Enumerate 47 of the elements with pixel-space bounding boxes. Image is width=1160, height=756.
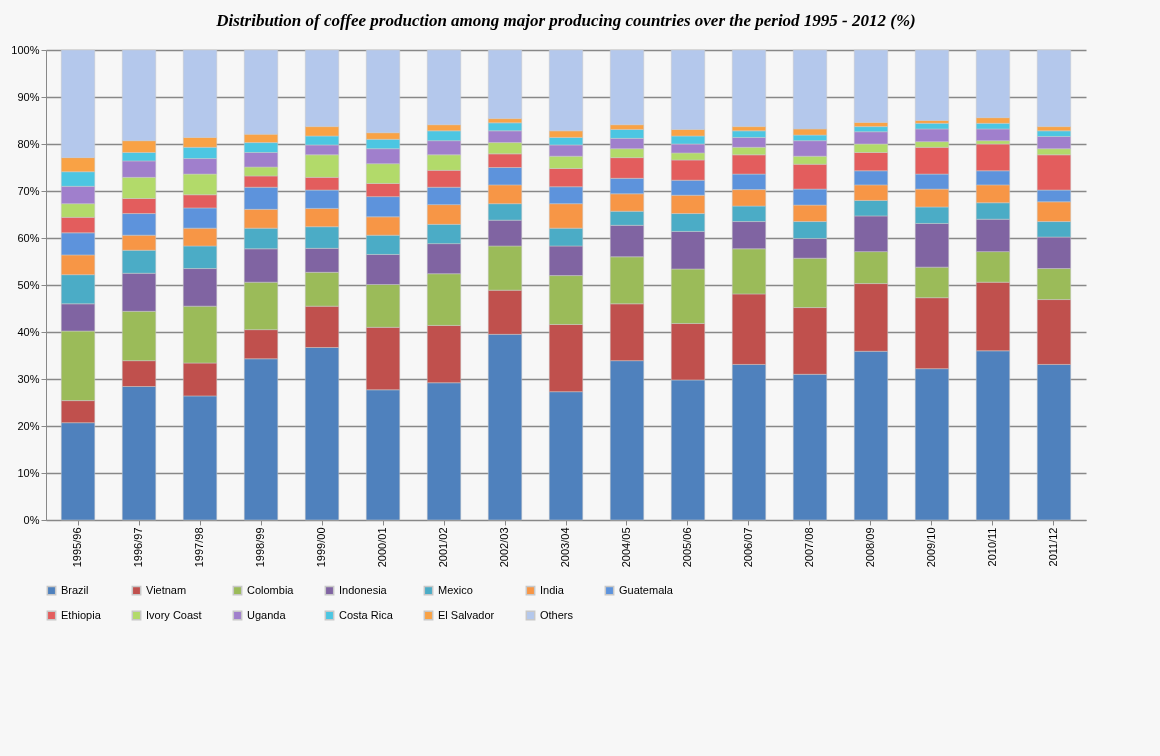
- x-tick-label: 2003/04: [559, 527, 571, 568]
- x-tick-label: 2000/01: [376, 527, 389, 568]
- x-tick-label: 1995/96: [71, 527, 84, 568]
- y-tick-label: 20%: [17, 419, 40, 432]
- x-tick-label: 1998/99: [254, 527, 267, 568]
- legend-label: Brazil: [61, 583, 89, 596]
- legend-label: Ethiopia: [61, 608, 102, 621]
- x-tick-label: 1999/00: [315, 527, 328, 568]
- bar: [853, 49, 889, 123]
- y-tick-label: 0%: [23, 513, 40, 526]
- x-tick-label: 1996/97: [132, 527, 145, 568]
- bar: [975, 128, 1010, 141]
- bar: [1036, 49, 1071, 127]
- legend-label: Costa Rica: [339, 608, 394, 621]
- x-tick-label: 2001/02: [437, 527, 450, 568]
- x-tick-label: 2009/10: [924, 527, 937, 568]
- legend-label: Indonesia: [339, 583, 388, 596]
- y-tick-label: 60%: [17, 231, 40, 244]
- x-tick-label: 2004/05: [620, 527, 632, 568]
- x-tick-label: 2006/07: [741, 527, 754, 568]
- y-tick-label: 80%: [17, 137, 40, 150]
- x-tick-label: 2005/06: [680, 527, 693, 568]
- legend-label: El Salvador: [438, 608, 495, 621]
- chart-title: Distribution of coffee production among major producing countries over the period 1995 - 2012 (%): [215, 11, 916, 30]
- y-tick-label: 10%: [17, 466, 40, 479]
- bar: [731, 49, 767, 127]
- x-tick-label: 2010/11: [985, 527, 998, 567]
- legend-label: Uganda: [247, 608, 287, 621]
- legend-label: Guatemala: [619, 583, 674, 596]
- x-tick-label: 2008/09: [863, 527, 876, 568]
- legend-label: Others: [540, 608, 574, 621]
- y-tick-label: 30%: [17, 372, 40, 385]
- x-tick-label: 2011/12: [1046, 527, 1059, 567]
- y-tick-label: 90%: [17, 90, 40, 103]
- x-tick-label: 1997/98: [193, 527, 206, 568]
- legend-label: India: [540, 583, 565, 596]
- y-tick-label: 40%: [17, 325, 40, 338]
- y-tick-label: 50%: [17, 278, 40, 291]
- y-tick-label: 100%: [11, 43, 40, 56]
- legend-label: Ivory Coast: [146, 608, 202, 621]
- bar: [914, 49, 950, 121]
- y-tick-label: 70%: [17, 184, 40, 197]
- legend-label: Vietnam: [146, 583, 187, 596]
- x-tick-label: 2007/08: [802, 527, 815, 568]
- legend-label: Colombia: [247, 583, 295, 596]
- legend-label: Mexico: [438, 583, 473, 596]
- x-tick-label: 2002/03: [498, 527, 510, 568]
